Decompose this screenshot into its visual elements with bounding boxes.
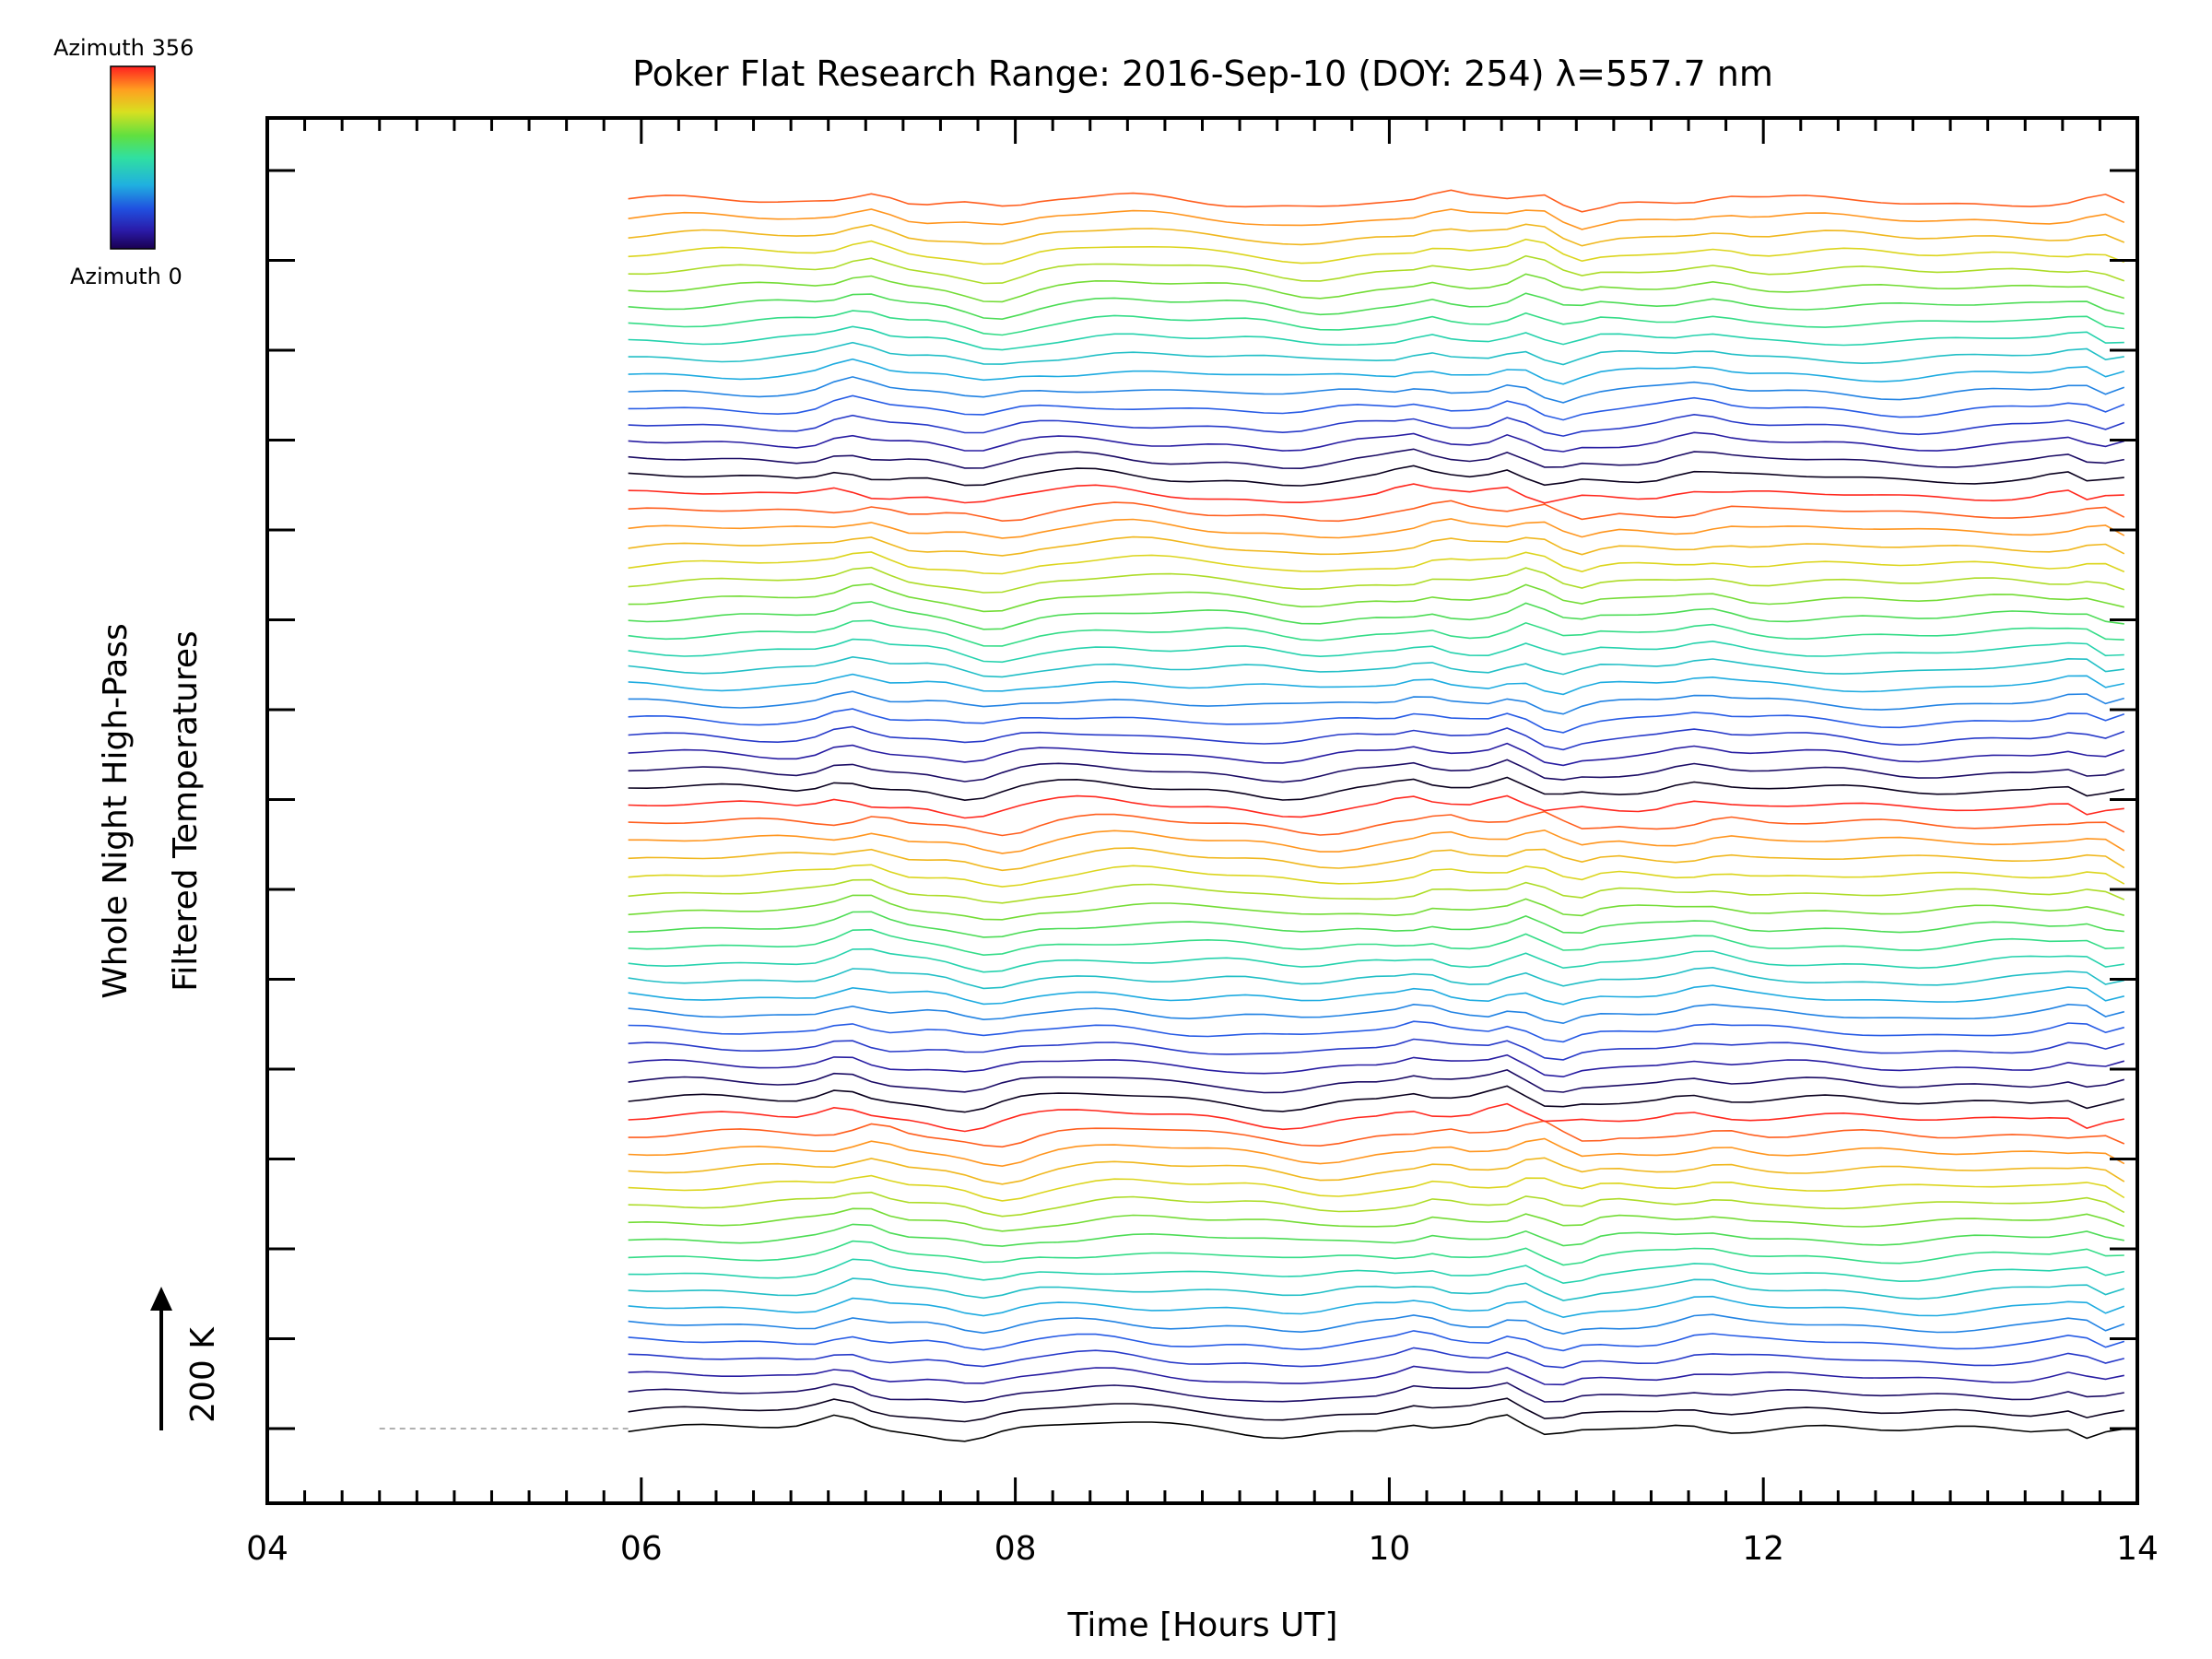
temperature-trace — [628, 911, 2124, 938]
temperature-trace — [628, 1053, 2125, 1078]
y-axis-title-line1: Whole Night High-Pass — [97, 623, 135, 999]
temperature-trace — [628, 776, 2124, 802]
temperature-trace — [628, 1191, 2125, 1218]
temperature-trace — [628, 1295, 2125, 1319]
temperature-trace — [628, 619, 2124, 647]
temperature-trace — [628, 601, 2124, 630]
temperature-trace — [628, 431, 2125, 453]
temperature-trace — [628, 810, 2125, 837]
temperature-trace — [628, 238, 2125, 265]
temperature-trace — [628, 1240, 2124, 1266]
temperature-trace — [628, 376, 2125, 404]
temperature-trace — [628, 325, 2124, 351]
x-tick-label: 08 — [994, 1530, 1037, 1568]
temperature-trace — [628, 292, 2124, 321]
temperature-trace — [628, 358, 2125, 385]
temperature-trace — [628, 947, 2124, 973]
colorbar-legend: Azimuth 356 Azimuth 0 — [53, 35, 194, 289]
x-tick-label: 14 — [2116, 1530, 2159, 1568]
temperature-trace — [628, 1069, 2125, 1094]
temperature-trace — [628, 759, 2125, 783]
temperature-trace — [628, 1207, 2125, 1232]
temperature-trace — [628, 847, 2125, 872]
temperature-trace — [628, 1347, 2124, 1369]
temperature-trace — [628, 708, 2125, 734]
x-tick-label: 10 — [1368, 1530, 1410, 1568]
temperature-trace — [628, 341, 2124, 366]
temperature-trace — [628, 1157, 2125, 1185]
temperature-trace — [628, 465, 2124, 487]
series-layer — [628, 189, 2125, 1442]
temperature-trace — [628, 1038, 2125, 1061]
chart-title: Poker Flat Research Range: 2016-Sep-10 (… — [632, 53, 1773, 94]
plot-area: 04 06 08 10 12 14 — [246, 116, 2159, 1568]
colorbar-bottom-label: Azimuth 0 — [70, 264, 182, 289]
temperature-trace — [628, 189, 2125, 213]
temperature-trace — [628, 894, 2125, 921]
scale-arrow-head — [150, 1287, 172, 1311]
temperature-trace — [628, 273, 2125, 303]
temperature-trace — [628, 1365, 2124, 1386]
temperature-trace — [628, 500, 2125, 523]
temperature-trace — [628, 864, 2125, 888]
temperature-trace — [628, 966, 2124, 990]
temperature-trace — [628, 725, 2125, 751]
y-axis-title-line2: Filtered Temperatures — [167, 630, 205, 992]
temperature-trace — [628, 448, 2124, 470]
temperature-trace — [628, 1397, 2124, 1423]
scale-indicator: 200 K — [150, 1287, 222, 1430]
temperature-trace — [628, 1382, 2124, 1404]
temperature-trace — [628, 984, 2124, 1006]
temperature-trace — [628, 690, 2125, 715]
temperature-trace — [628, 1414, 2124, 1442]
temperature-trace — [628, 1223, 2124, 1247]
temperature-trace — [628, 1102, 2124, 1133]
y-axis-ticks — [267, 169, 2137, 1430]
temperature-trace — [628, 566, 2125, 594]
x-tick-label: 06 — [620, 1530, 663, 1568]
x-tick-label: 12 — [1742, 1530, 1784, 1568]
x-axis-ticks: 04 06 08 10 12 14 — [246, 118, 2159, 1568]
temperature-trace — [628, 483, 2124, 504]
x-axis-title: Time [Hours UT] — [1067, 1606, 1338, 1644]
temperature-trace — [628, 673, 2124, 696]
x-tick-label: 04 — [246, 1530, 288, 1568]
temperature-trace — [628, 1120, 2125, 1148]
temperature-trace — [628, 1003, 2125, 1025]
temperature-trace — [628, 208, 2125, 230]
temperature-trace — [628, 551, 2125, 575]
temperature-trace — [628, 1085, 2124, 1113]
temperature-trace — [628, 655, 2124, 678]
colorbar-top-label: Azimuth 356 — [53, 35, 194, 61]
temperature-trace — [628, 518, 2125, 539]
temperature-trace — [628, 582, 2124, 613]
temperature-trace — [628, 638, 2124, 664]
temperature-trace — [628, 310, 2124, 336]
temperature-trace — [628, 413, 2125, 437]
temperature-trace — [628, 254, 2125, 285]
temperature-trace — [628, 535, 2125, 557]
temperature-trace — [628, 223, 2125, 247]
temperature-trace — [628, 394, 2125, 421]
temperature-trace — [628, 794, 2124, 819]
temperature-trace — [628, 1277, 2125, 1301]
temperature-trace — [628, 1258, 2124, 1285]
temperature-trace — [628, 928, 2124, 957]
temperature-trace — [628, 742, 2125, 767]
temperature-trace — [628, 1020, 2125, 1043]
temperature-trace — [628, 829, 2125, 854]
colorbar-gradient — [110, 65, 156, 250]
temperature-trace — [628, 1313, 2125, 1335]
temperature-trace — [628, 1330, 2125, 1352]
temperature-trace — [628, 1174, 2125, 1202]
scale-label: 200 K — [184, 1326, 222, 1423]
temperature-trace — [628, 1137, 2125, 1168]
temperature-trace — [628, 878, 2125, 904]
